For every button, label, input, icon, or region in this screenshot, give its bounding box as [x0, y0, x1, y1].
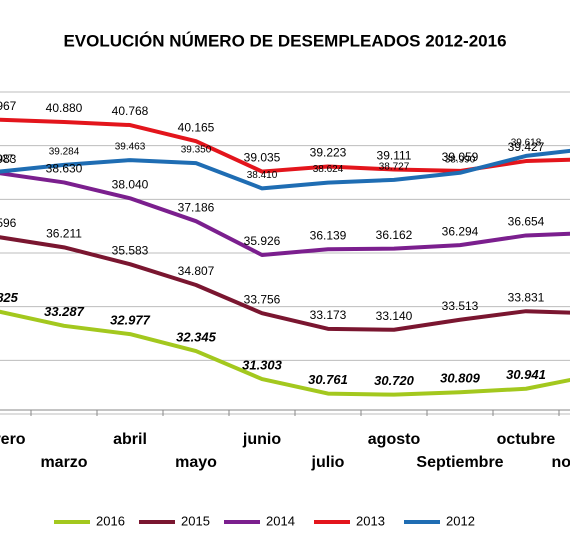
series-line [0, 148, 570, 191]
series-line [0, 309, 570, 397]
data-label: 39.427 [508, 140, 545, 154]
data-label: 40.768 [112, 104, 149, 118]
data-label: 38.990 [445, 154, 476, 165]
data-label: 32.345 [176, 330, 217, 345]
data-label: 30.720 [374, 373, 415, 388]
data-label: 30.761 [308, 372, 348, 387]
data-label: 31.303 [242, 357, 283, 372]
data-label: 36.139 [310, 228, 347, 242]
data-label: 33.287 [44, 304, 85, 319]
x-tick-label: abril [113, 431, 147, 448]
data-label: 38.040 [112, 177, 149, 191]
data-label: 39.111 [377, 149, 412, 163]
data-label: 38.624 [313, 164, 344, 175]
data-label: 33.513 [442, 299, 479, 313]
legend-label: 2015 [181, 513, 210, 528]
data-label: 38.727 [379, 161, 410, 172]
data-label: 33.831 [508, 290, 545, 304]
data-label: 33.140 [376, 309, 413, 323]
data-label: 33.825 [0, 290, 19, 305]
data-label: 36.211 [46, 227, 82, 241]
data-label: 36.294 [442, 224, 479, 238]
data-label: 39.035 [244, 151, 281, 165]
series-line [0, 235, 570, 332]
data-label: 37.186 [178, 200, 215, 214]
data-label: 32.977 [110, 313, 151, 328]
data-label: 30.809 [440, 371, 481, 386]
data-label: 36.654 [508, 215, 545, 229]
data-label: 39.463 [115, 142, 146, 153]
legend-label: 2014 [266, 513, 295, 528]
x-tick-label: febrero [0, 431, 26, 448]
data-label: 39.618 [511, 138, 542, 149]
data-label: 33.173 [310, 308, 347, 322]
x-tick-label: agosto [368, 431, 421, 448]
x-tick-label: julio [311, 454, 345, 471]
x-tick-label: Septiembre [416, 454, 503, 471]
data-label: 39.350 [181, 145, 212, 156]
data-label: 40.880 [46, 101, 83, 115]
data-label: 39.027 [0, 153, 14, 164]
legend-label: 2013 [356, 513, 385, 528]
legend-label: 2012 [446, 513, 475, 528]
data-label: 39.059 [442, 150, 479, 164]
data-label: 35.926 [244, 234, 281, 248]
data-label: 38.410 [247, 170, 278, 181]
data-label: 30.941 [506, 367, 546, 382]
data-label: 35.583 [112, 243, 149, 257]
data-label: 34.807 [178, 264, 215, 278]
x-tick-label: junio [242, 431, 281, 448]
data-label: 36.596 [0, 216, 17, 230]
x-tick-label: noviembre [552, 454, 570, 471]
data-label: 36.162 [376, 228, 413, 242]
x-tick-label: octubre [497, 431, 556, 448]
data-label: 39.223 [310, 146, 347, 160]
data-label: 33.756 [244, 292, 281, 306]
data-label: 40.967 [0, 99, 17, 113]
data-label: 40.165 [178, 120, 215, 134]
x-tick-label: mayo [175, 454, 217, 471]
chart-title: EVOLUCIÓN NÚMERO DE DESEMPLEADOS 2012-20… [63, 31, 506, 50]
data-label: 39.284 [49, 147, 80, 158]
data-label: 38.630 [46, 162, 83, 176]
legend-label: 2016 [96, 513, 125, 528]
x-tick-label: marzo [40, 454, 87, 471]
series-line [0, 171, 570, 257]
data-label: 38.983 [0, 152, 17, 166]
